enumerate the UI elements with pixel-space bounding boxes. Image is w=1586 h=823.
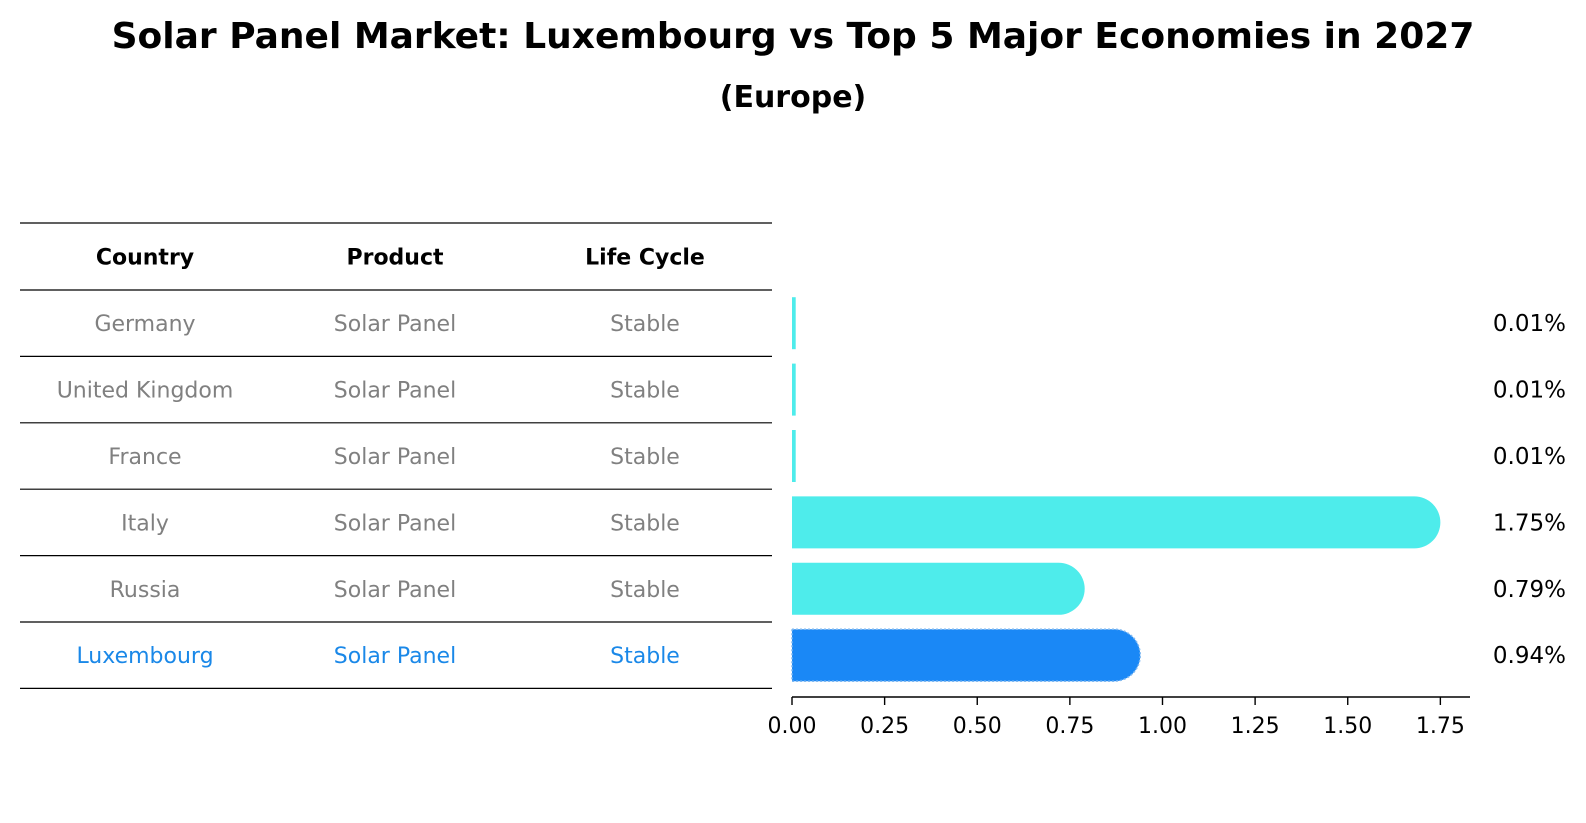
table-cell: Solar Panel: [334, 511, 456, 536]
table-header-cell: Product: [346, 246, 444, 271]
bar-value-label: 0.01%: [1493, 311, 1566, 337]
table-cell: Solar Panel: [334, 644, 456, 669]
x-tick-label: 1.50: [1323, 714, 1372, 739]
table-cell: Solar Panel: [334, 578, 456, 603]
table-cell: Solar Panel: [334, 445, 456, 470]
bar: [792, 562, 1085, 615]
table-cell: Italy: [121, 511, 169, 536]
table-cell: Stable: [610, 644, 680, 669]
x-tick-label: 0.50: [953, 714, 1002, 739]
bar-value-label: 0.79%: [1493, 577, 1566, 603]
table-header-cell: Country: [96, 246, 194, 271]
table-cell: Stable: [610, 379, 680, 404]
table-cell: Germany: [94, 312, 195, 337]
table-cell: Solar Panel: [334, 379, 456, 404]
x-tick-label: 0.75: [1045, 714, 1094, 739]
table-cell: Russia: [110, 578, 181, 603]
x-tick-label: 0.25: [860, 714, 909, 739]
bar-value-label: 0.94%: [1493, 643, 1566, 669]
bar: [791, 628, 1142, 682]
table-cell: Stable: [610, 312, 680, 337]
table-cell: Stable: [610, 578, 680, 603]
table-cell: Stable: [610, 445, 680, 470]
bar-value-label: 0.01%: [1493, 378, 1566, 404]
chart-title: Solar Panel Market: Luxembourg vs Top 5 …: [111, 16, 1475, 57]
x-tick-label: 1.25: [1231, 714, 1280, 739]
table-cell: France: [108, 445, 181, 470]
table-cell: Stable: [610, 511, 680, 536]
bar-value-label: 0.01%: [1493, 444, 1566, 470]
x-tick-label: 1.00: [1138, 714, 1187, 739]
table-cell: United Kingdom: [57, 379, 234, 404]
table-cell: Solar Panel: [334, 312, 456, 337]
table-cell: Luxembourg: [76, 644, 213, 669]
table-header-cell: Life Cycle: [585, 246, 705, 271]
bar: [792, 430, 796, 482]
bar: [792, 297, 796, 350]
x-tick-label: 0.00: [768, 714, 817, 739]
bar: [792, 363, 796, 416]
bar: [792, 496, 1441, 549]
bar-value-label: 1.75%: [1493, 510, 1566, 536]
chart-subtitle: (Europe): [719, 80, 867, 115]
x-tick-label: 1.75: [1416, 714, 1465, 739]
